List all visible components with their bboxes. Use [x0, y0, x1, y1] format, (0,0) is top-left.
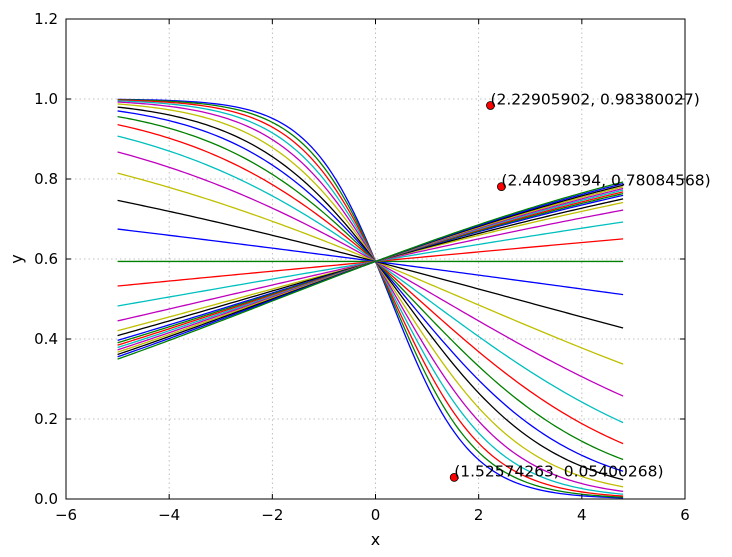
- y-tick-label: 0.6: [34, 250, 58, 268]
- series-line: [117, 135, 624, 424]
- series-line: [117, 181, 624, 360]
- y-tick-label: 1.2: [34, 10, 58, 28]
- x-tick-label: 2: [474, 506, 484, 524]
- x-tick-label: −2: [261, 506, 283, 524]
- series-line: [117, 115, 624, 461]
- series-line: [117, 172, 624, 365]
- x-tick-label: 4: [577, 506, 587, 524]
- x-tick-label: 6: [680, 506, 690, 524]
- ticks: −6 −4 −2 0 2 4 6 0.0 0.2 0.4 0.6 0.8 1.0 1.2: [34, 10, 690, 524]
- series-line: [117, 209, 624, 322]
- series-line: [117, 101, 624, 493]
- curve-family: [117, 98, 624, 499]
- series-line: [117, 110, 624, 472]
- annotation-point: [449, 472, 459, 482]
- annotation-point: [497, 182, 506, 192]
- y-tick-label: 1.0: [34, 90, 58, 108]
- x-tick-label: −4: [158, 506, 180, 524]
- series-line: [117, 228, 624, 296]
- y-tick-label: 0.8: [34, 170, 58, 188]
- series-line: [117, 151, 624, 397]
- annotation-label: (2.22905902, 0.98380027): [490, 90, 699, 108]
- series-line: [117, 103, 624, 488]
- y-tick-label: 0.2: [34, 410, 58, 428]
- y-tick-label: 0.4: [34, 330, 58, 348]
- annotation-point: [486, 101, 495, 110]
- series-line: [117, 199, 624, 329]
- x-tick-label: −6: [55, 506, 77, 524]
- annotation-label: (2.44098394, 0.78084568): [501, 172, 710, 190]
- annotations: (2.22905902, 0.98380027) (2.44098394, 0.7…: [449, 90, 711, 482]
- x-tick-label: 0: [371, 506, 381, 524]
- y-tick-label: 0.0: [34, 490, 58, 508]
- y-axis-label: y: [7, 254, 26, 263]
- series-line: [117, 201, 624, 332]
- x-axis-label: x: [371, 530, 380, 549]
- annotation-label: (1.52574263, 0.05400268): [454, 462, 663, 480]
